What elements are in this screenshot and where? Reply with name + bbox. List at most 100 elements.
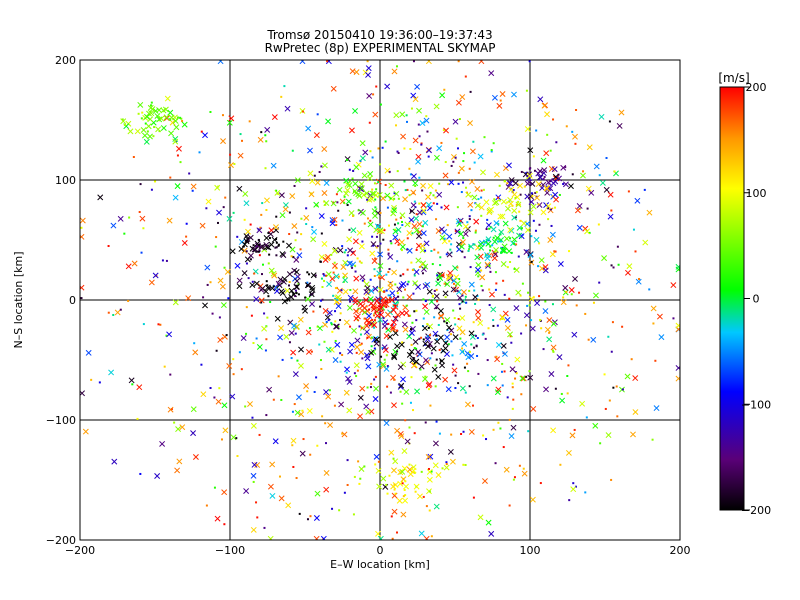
data-point-cross	[286, 271, 293, 278]
data-point-cross	[314, 179, 321, 186]
data-point-cross	[592, 422, 599, 429]
data-point-cross	[251, 461, 258, 468]
data-point-dot	[487, 327, 490, 330]
data-point-cross	[418, 363, 425, 370]
data-point-cross	[310, 236, 317, 243]
data-point-cross	[357, 413, 364, 420]
data-point-dot	[288, 281, 291, 284]
data-point-dot	[402, 296, 405, 299]
data-point-dot	[520, 393, 523, 396]
data-point-cross	[392, 458, 399, 465]
data-point-dot	[275, 238, 278, 241]
data-point-dot	[528, 304, 531, 307]
data-point-dot	[394, 304, 397, 307]
data-point-cross	[82, 428, 89, 435]
data-point-dot	[358, 325, 361, 328]
data-point-cross	[377, 251, 384, 258]
data-point-dot	[281, 358, 284, 361]
data-point-cross	[468, 428, 475, 435]
data-point-dot	[363, 317, 366, 320]
data-point-cross	[216, 209, 222, 216]
data-point-cross	[441, 238, 448, 245]
data-point-dot	[280, 95, 283, 98]
data-point-cross	[675, 266, 680, 273]
data-point-dot	[280, 398, 283, 401]
data-point-cross	[499, 314, 506, 321]
data-point-cross	[378, 311, 385, 318]
data-point-dot	[334, 320, 337, 323]
data-point-dot	[256, 250, 259, 253]
data-point-cross	[353, 275, 360, 282]
data-point-dot	[430, 535, 433, 538]
data-point-cross	[372, 111, 379, 118]
data-point-cross	[391, 269, 398, 276]
data-point-cross	[229, 248, 236, 255]
data-point-cross	[415, 233, 422, 240]
data-point-cross	[353, 69, 360, 76]
data-point-dot	[383, 358, 386, 361]
data-point-dot	[323, 274, 326, 277]
data-point-cross	[478, 60, 485, 65]
data-point-dot	[450, 340, 453, 343]
data-point-dot	[390, 515, 393, 518]
data-point-cross	[438, 312, 444, 319]
data-point-cross	[406, 351, 413, 358]
data-point-cross	[513, 305, 520, 312]
data-point-dot	[502, 279, 505, 282]
data-point-dot	[469, 195, 472, 198]
data-point-dot	[331, 507, 334, 510]
data-point-dot	[445, 253, 448, 256]
data-point-dot	[366, 336, 369, 339]
data-point-dot	[351, 266, 354, 269]
data-point-cross	[258, 297, 265, 304]
data-point-cross	[542, 267, 549, 274]
data-point-dot	[373, 326, 376, 329]
data-point-cross	[482, 478, 488, 484]
scatter-marks	[80, 60, 680, 540]
colorbar-label: [m/s]	[718, 71, 749, 85]
data-point-cross	[398, 433, 405, 440]
data-point-dot	[345, 263, 348, 266]
data-point-dot	[378, 163, 381, 166]
data-point-cross	[359, 307, 366, 314]
data-point-dot	[443, 282, 446, 285]
data-point-cross	[550, 427, 557, 434]
data-point-dot	[369, 278, 372, 281]
data-point-cross	[192, 454, 199, 460]
data-point-cross	[425, 454, 432, 460]
data-point-cross	[494, 171, 500, 178]
data-point-cross	[477, 253, 484, 260]
data-point-cross	[111, 458, 118, 465]
data-point-cross	[334, 341, 341, 348]
data-point-dot	[409, 314, 412, 317]
data-point-cross	[469, 178, 475, 185]
data-point-dot	[551, 349, 554, 352]
data-point-cross	[318, 213, 325, 219]
data-point-cross	[166, 217, 173, 224]
data-point-dot	[368, 308, 371, 311]
data-point-cross	[360, 210, 366, 216]
data-point-cross	[468, 281, 475, 288]
data-point-dot	[140, 251, 143, 254]
data-point-cross	[371, 208, 378, 215]
data-point-dot	[415, 347, 418, 350]
data-point-cross	[472, 294, 479, 301]
data-point-dot	[343, 491, 346, 494]
data-point-dot	[275, 241, 278, 244]
data-point-cross	[97, 194, 104, 201]
data-point-dot	[444, 296, 447, 299]
data-point-dot	[396, 350, 399, 353]
data-point-dot	[295, 292, 298, 295]
data-point-dot	[519, 193, 522, 196]
data-point-cross	[442, 340, 449, 347]
data-point-dot	[421, 189, 424, 192]
data-point-cross	[243, 488, 250, 494]
data-point-cross	[412, 180, 419, 187]
data-point-dot	[382, 238, 385, 241]
data-point-cross	[399, 212, 406, 219]
data-point-cross	[309, 178, 316, 185]
data-point-dot	[380, 297, 383, 300]
data-point-cross	[448, 179, 455, 186]
data-point-dot	[467, 370, 470, 373]
data-point-dot	[265, 414, 268, 417]
